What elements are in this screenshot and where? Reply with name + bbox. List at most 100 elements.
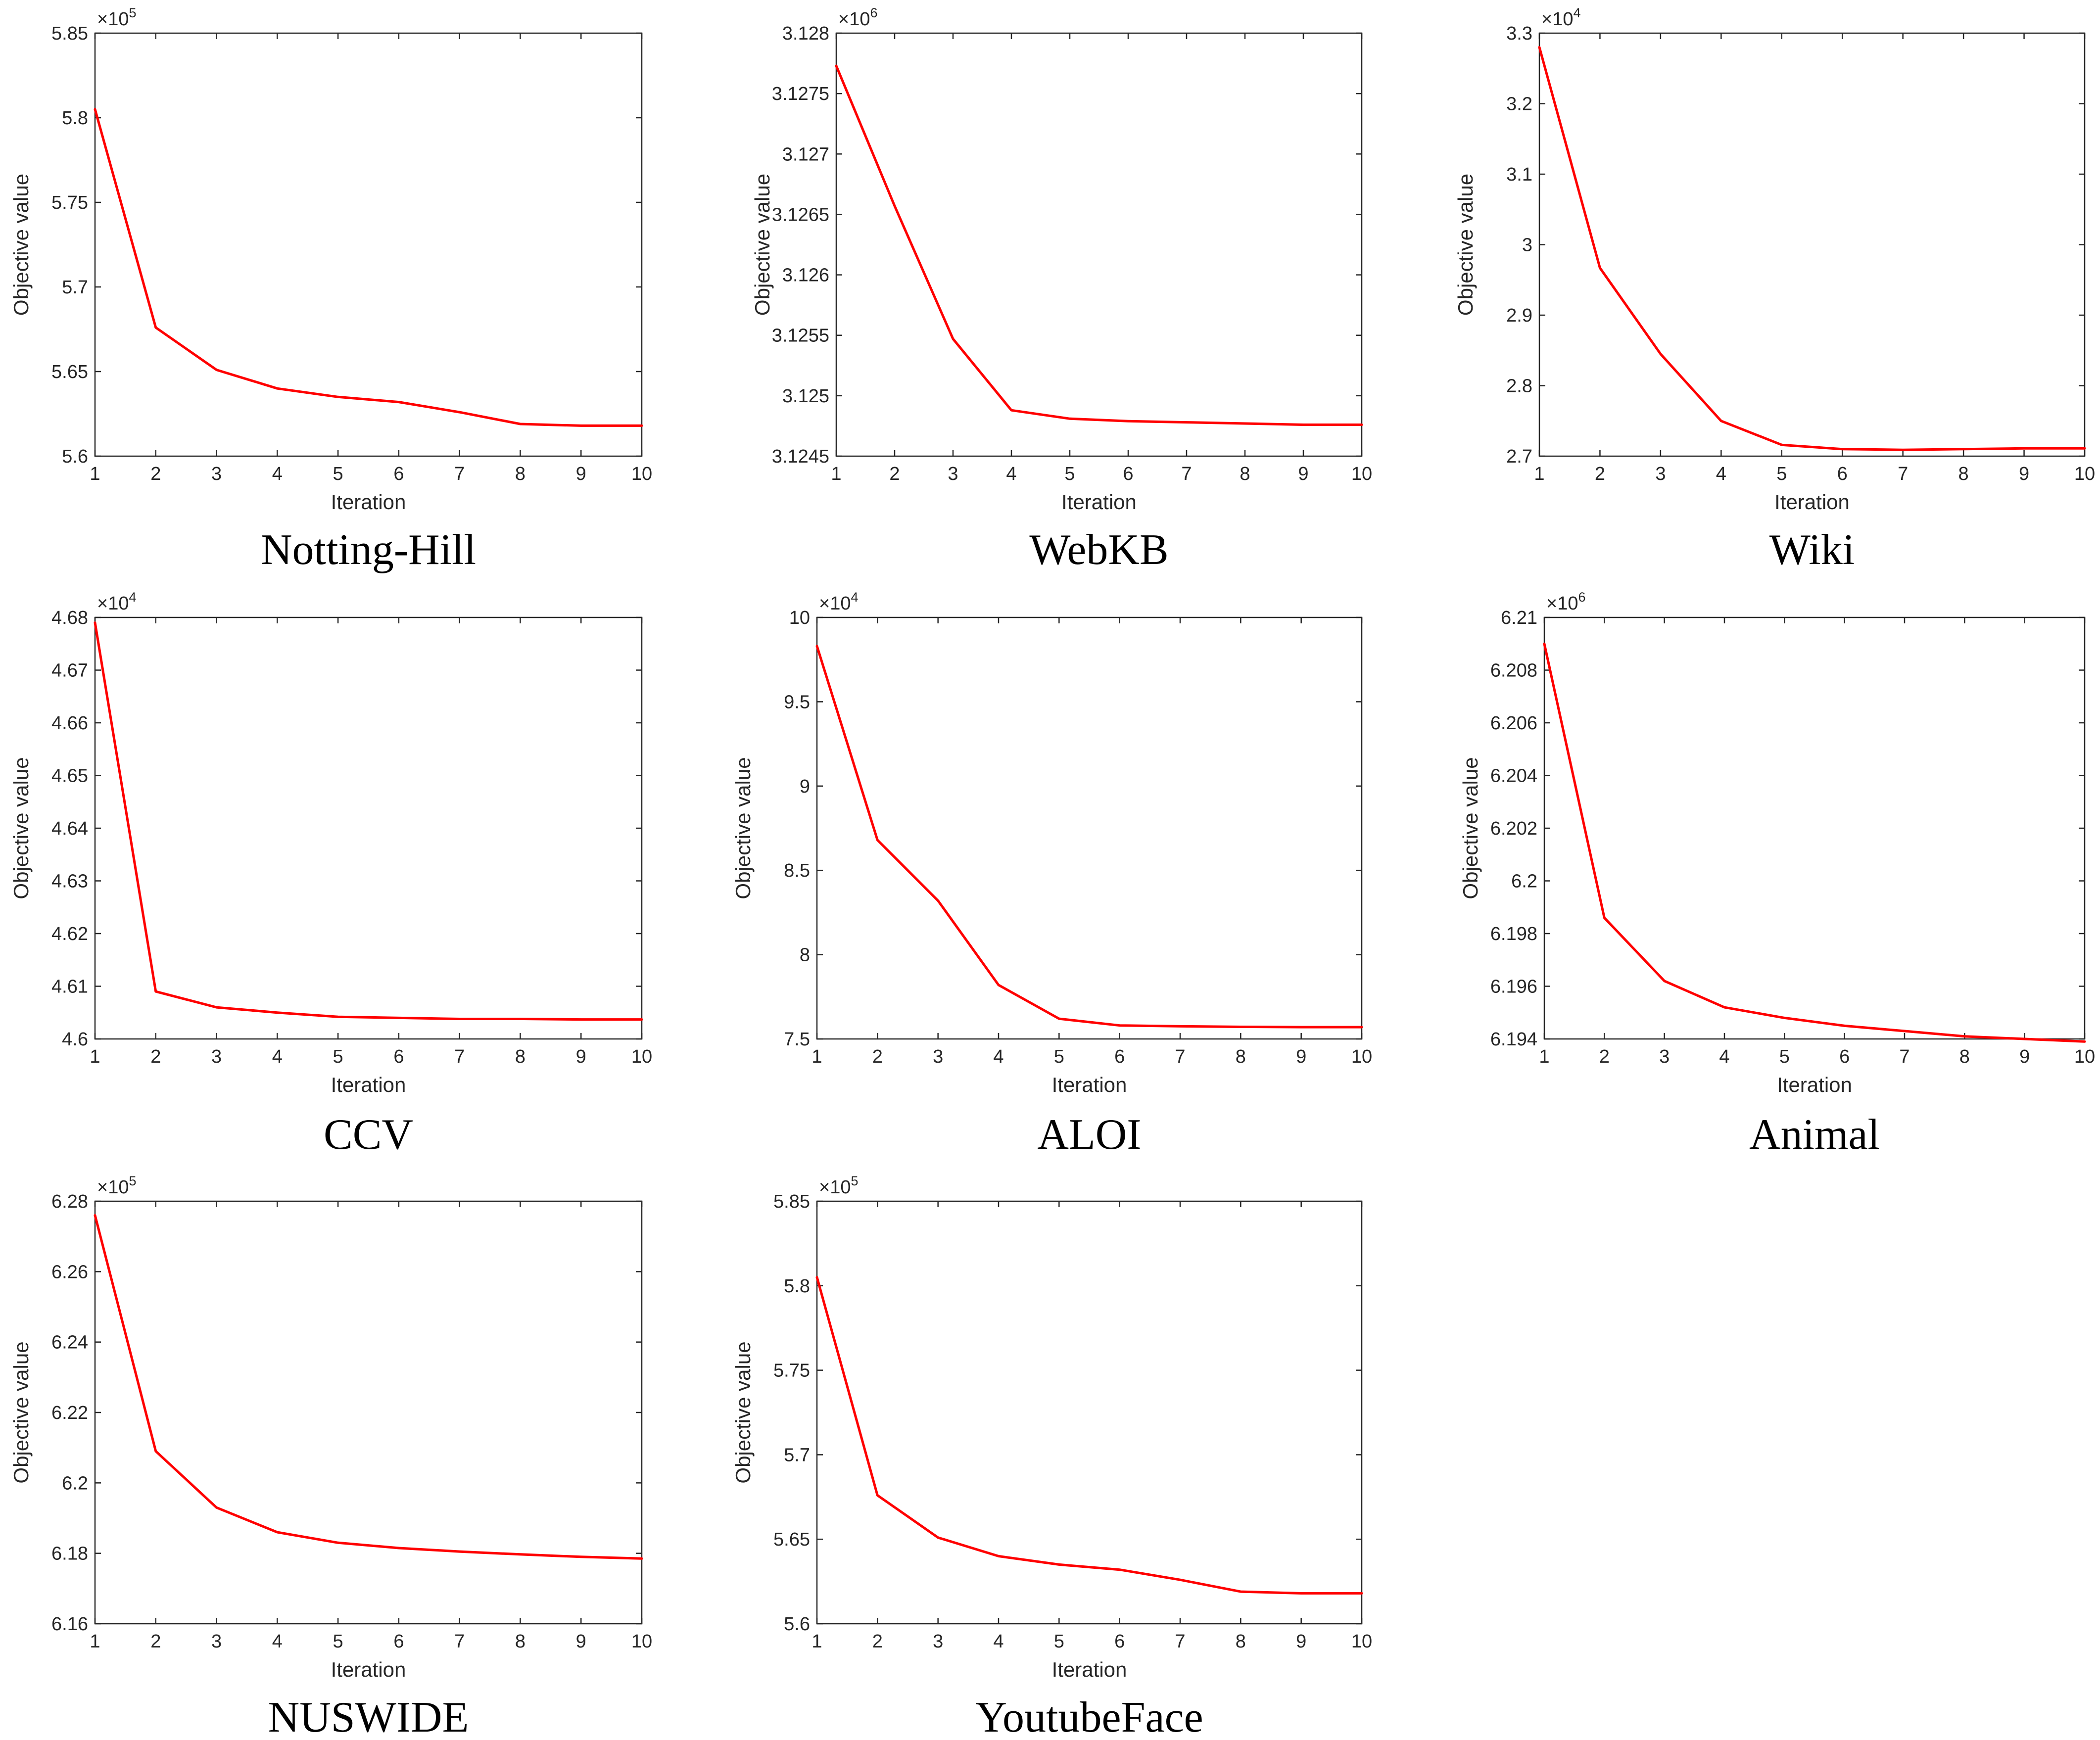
- x-tick-label: 8: [515, 464, 525, 484]
- x-tick-label: 6: [1839, 1046, 1850, 1067]
- x-tick-label: 5: [1064, 464, 1075, 484]
- plot-frame: [816, 1200, 1363, 1625]
- x-axis-label: Iteration: [331, 1073, 406, 1096]
- x-tick-label: 1: [90, 464, 100, 484]
- x-tick-label: 5: [1776, 464, 1787, 484]
- y-tick-label: 6.2: [1511, 871, 1537, 892]
- x-tick-label: 2: [1599, 1046, 1610, 1067]
- y-tick-label: 3.125: [782, 386, 829, 407]
- chart-caption: Notting-Hill: [261, 526, 476, 574]
- y-axis-label: Objective value: [731, 757, 755, 899]
- chart-caption: CCV: [324, 1111, 413, 1159]
- x-tick-label: 1: [811, 1046, 822, 1067]
- x-tick-label: 3: [948, 464, 958, 484]
- x-tick-label: 5: [1054, 1631, 1064, 1652]
- y-tick-label: 5.65: [51, 362, 88, 382]
- y-tick-label: 6.196: [1490, 977, 1537, 997]
- y-exponent-base: ×10: [97, 9, 129, 30]
- y-tick-label: 10: [789, 608, 810, 628]
- x-tick-label: 8: [515, 1046, 525, 1067]
- y-exponent-label: ×106: [838, 5, 878, 30]
- y-tick-label: 5.65: [773, 1529, 810, 1550]
- x-axis-label: Iteration: [1052, 1073, 1127, 1096]
- x-tick-label: 3: [933, 1046, 943, 1067]
- chart-panel-4: 1 2 3 4 5 6 7 8 9 10 4.6 4.61 4.62 4.63 4.64 4.65 4.66 4.…: [9, 590, 652, 1159]
- y-tick-label: 6.206: [1490, 713, 1537, 734]
- x-tick-label: 4: [272, 1631, 283, 1652]
- x-tick-label: 2: [872, 1631, 883, 1652]
- x-tick-label: 6: [1114, 1046, 1125, 1067]
- y-tick-label: 5.7: [784, 1445, 810, 1465]
- x-tick-label: 8: [1236, 1046, 1246, 1067]
- y-tick-label: 4.61: [51, 977, 88, 997]
- x-tick-label: 10: [2074, 1046, 2095, 1067]
- x-tick-label: 10: [631, 464, 652, 484]
- plot-frame: [816, 616, 1363, 1040]
- y-tick-label: 5.7: [62, 277, 88, 298]
- x-tick-label: 3: [1655, 464, 1666, 484]
- series-line-1: [815, 1276, 1363, 1595]
- y-axis-label: Objective value: [1459, 757, 1482, 899]
- y-tick-label: 6.28: [51, 1191, 88, 1212]
- y-tick-label: 5.75: [51, 192, 88, 213]
- y-tick-label: 5.8: [784, 1276, 810, 1297]
- y-tick-label: 5.6: [62, 446, 88, 467]
- x-tick-label: 4: [1719, 1046, 1729, 1067]
- y-tick-label: 3.1265: [772, 204, 829, 225]
- x-tick-label: 6: [393, 1631, 404, 1652]
- y-axis-label: Objective value: [9, 1341, 33, 1483]
- x-tick-label: 8: [515, 1631, 525, 1652]
- x-tick-label: 3: [933, 1631, 943, 1652]
- chart-caption: YoutubeFace: [975, 1693, 1203, 1740]
- y-exponent-power: 5: [129, 1174, 136, 1188]
- x-tick-label: 3: [211, 464, 222, 484]
- chart-panel-6: 1 2 3 4 5 6 7 8 9 10 6.194 6.196 6.198 6.2 6.202 6.204 6…: [1459, 590, 2095, 1159]
- chart-panel-5: 1 2 3 4 5 6 7 8 9 107.588.599.510×104IterationObj…: [731, 590, 1372, 1159]
- y-tick-label: 4.6: [62, 1029, 88, 1050]
- x-tick-label: 1: [811, 1631, 822, 1652]
- chart-panel-8: 1 2 3 4 5 6 7 8 9 105.65.655.75.755.85.85×105Iter…: [731, 1174, 1372, 1740]
- x-tick-label: 3: [1659, 1046, 1670, 1067]
- y-tick-label: 5.85: [51, 23, 88, 44]
- y-exponent-power: 4: [851, 590, 858, 605]
- x-axis-label: Iteration: [1774, 490, 1850, 514]
- x-tick-label: 9: [2019, 464, 2029, 484]
- x-axis-label: Iteration: [1777, 1073, 1852, 1096]
- y-tick-label: 3.126: [782, 265, 829, 286]
- y-tick-label: 3.2: [1506, 94, 1532, 115]
- x-tick-label: 3: [211, 1046, 222, 1067]
- y-exponent-base: ×10: [838, 9, 870, 30]
- x-tick-label: 2: [889, 464, 900, 484]
- series-line-1: [94, 108, 643, 427]
- y-tick-label: 9: [800, 776, 810, 797]
- y-tick-label: 6.194: [1490, 1029, 1537, 1050]
- x-tick-label: 1: [1539, 1046, 1549, 1067]
- x-tick-label: 3: [211, 1631, 222, 1652]
- x-tick-label: 1: [90, 1631, 100, 1652]
- y-exponent-base: ×10: [97, 1177, 129, 1198]
- y-tick-label: 4.67: [51, 660, 88, 681]
- y-tick-label: 3.1255: [772, 326, 829, 346]
- y-tick-label: 3.1: [1506, 164, 1532, 185]
- x-tick-label: 10: [631, 1046, 652, 1067]
- chart-caption: Wiki: [1769, 526, 1855, 574]
- y-tick-label: 4.63: [51, 871, 88, 892]
- x-tick-label: 9: [576, 1046, 586, 1067]
- x-tick-label: 5: [333, 464, 343, 484]
- y-tick-label: 6.22: [51, 1403, 88, 1423]
- x-tick-label: 10: [631, 1631, 652, 1652]
- x-tick-label: 10: [1351, 464, 1372, 484]
- y-tick-label: 7.5: [784, 1029, 810, 1050]
- y-tick-label: 6.208: [1490, 660, 1537, 681]
- chart-caption: NUSWIDE: [268, 1693, 469, 1740]
- y-axis-label: Objective value: [731, 1341, 755, 1483]
- y-tick-label: 6.18: [51, 1544, 88, 1564]
- y-tick-label: 6.16: [51, 1614, 88, 1635]
- x-tick-label: 10: [2074, 464, 2095, 484]
- x-tick-label: 4: [1006, 464, 1016, 484]
- chart-panel-7: 1 2 3 4 5 6 7 8 9 10 6.16 6.18 6.2 6.22 6.24 6.26 6.28 ×1…: [9, 1174, 652, 1740]
- series-line-1: [94, 1214, 643, 1560]
- y-tick-label: 2.9: [1506, 305, 1532, 326]
- x-tick-label: 10: [1351, 1631, 1372, 1652]
